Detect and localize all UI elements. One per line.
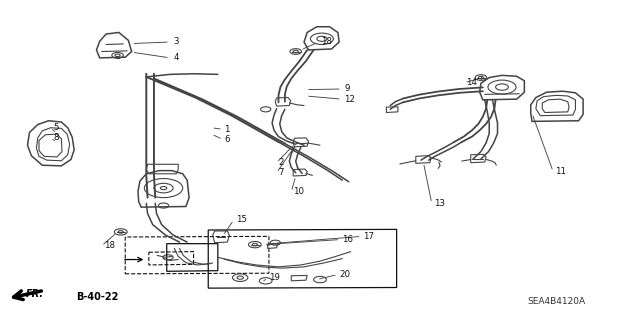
Text: 18: 18 <box>321 38 332 47</box>
Text: 16: 16 <box>342 235 353 244</box>
Text: 15: 15 <box>236 215 246 224</box>
Text: 12: 12 <box>344 95 355 104</box>
Text: FR.: FR. <box>26 289 44 299</box>
Text: 7: 7 <box>278 168 284 177</box>
Text: SEA4B4120A: SEA4B4120A <box>527 297 586 306</box>
Text: 8: 8 <box>53 133 59 142</box>
Text: 11: 11 <box>555 167 566 176</box>
Text: 20: 20 <box>339 270 350 279</box>
Text: 5: 5 <box>53 123 59 132</box>
Text: 14: 14 <box>466 78 477 87</box>
Text: 10: 10 <box>293 187 304 197</box>
Text: 9: 9 <box>344 85 349 93</box>
Text: 6: 6 <box>224 135 230 144</box>
Text: 2: 2 <box>278 158 284 167</box>
Text: 13: 13 <box>434 199 445 208</box>
Text: 4: 4 <box>173 53 179 62</box>
Text: 1: 1 <box>224 125 230 134</box>
Text: B-40-22: B-40-22 <box>76 292 118 302</box>
Text: 3: 3 <box>173 38 179 47</box>
Text: 19: 19 <box>269 273 280 282</box>
Text: 17: 17 <box>364 232 374 241</box>
Text: 18: 18 <box>104 241 115 250</box>
